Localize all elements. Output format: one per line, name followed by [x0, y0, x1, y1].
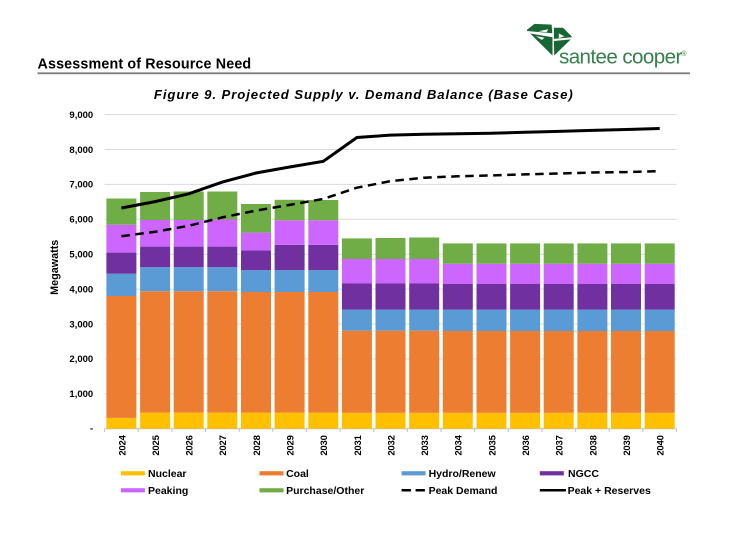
- svg-text:2034: 2034: [454, 434, 465, 455]
- svg-text:santee cooper: santee cooper: [559, 46, 682, 69]
- svg-text:2031: 2031: [353, 434, 364, 455]
- svg-text:3,000: 3,000: [69, 319, 93, 330]
- svg-text:2038: 2038: [588, 435, 599, 455]
- svg-text:9,000: 9,000: [69, 110, 93, 121]
- svg-text:2032: 2032: [386, 435, 397, 455]
- svg-text:1,000: 1,000: [69, 389, 93, 400]
- svg-text:2033: 2033: [420, 435, 431, 455]
- svg-text:2040: 2040: [656, 435, 667, 455]
- svg-text:2028: 2028: [252, 435, 263, 455]
- svg-text:2037: 2037: [555, 435, 566, 455]
- svg-text:Nuclear: Nuclear: [148, 468, 187, 480]
- svg-text:Peaking: Peaking: [148, 485, 188, 497]
- svg-text:6,000: 6,000: [69, 215, 93, 226]
- svg-text:4,000: 4,000: [69, 284, 93, 295]
- svg-text:Assessment of Resource Need: Assessment of Resource Need: [38, 56, 252, 72]
- svg-text:8,000: 8,000: [69, 145, 93, 156]
- svg-text:Purchase/Other: Purchase/Other: [286, 485, 364, 497]
- svg-text:5,000: 5,000: [69, 250, 93, 261]
- svg-text:7,000: 7,000: [69, 180, 93, 191]
- svg-text:2036: 2036: [521, 435, 532, 455]
- svg-text:Megawatts: Megawatts: [49, 240, 61, 295]
- svg-text:2025: 2025: [151, 434, 162, 455]
- svg-text:-: -: [90, 424, 93, 435]
- svg-text:2030: 2030: [319, 435, 330, 455]
- svg-text:2027: 2027: [218, 435, 229, 455]
- svg-text:2029: 2029: [286, 435, 297, 455]
- svg-text:NGCC: NGCC: [568, 468, 599, 480]
- svg-text:Peak + Reserves: Peak + Reserves: [568, 485, 651, 497]
- svg-text:2039: 2039: [622, 435, 633, 455]
- svg-text:®: ®: [681, 50, 687, 58]
- svg-text:Figure 9. Projected Supply v.: Figure 9. Projected Supply v. Demand Bal…: [154, 87, 574, 102]
- svg-text:2035: 2035: [487, 434, 498, 455]
- svg-text:2,000: 2,000: [69, 354, 93, 365]
- svg-text:2026: 2026: [185, 435, 196, 455]
- svg-text:Hydro/Renew: Hydro/Renew: [429, 468, 497, 480]
- svg-text:Peak Demand: Peak Demand: [429, 485, 498, 497]
- svg-text:Coal: Coal: [286, 468, 309, 480]
- svg-text:2024: 2024: [117, 434, 128, 455]
